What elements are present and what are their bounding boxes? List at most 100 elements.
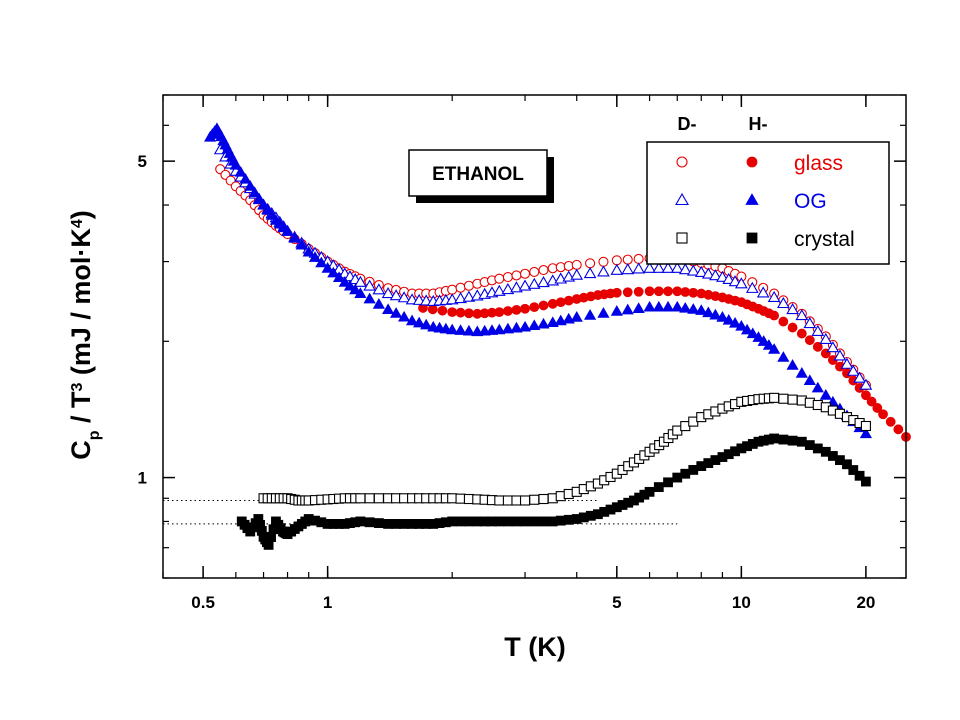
data-point [512, 517, 521, 526]
data-point [612, 256, 621, 265]
x-tick-label: 0.5 [191, 593, 215, 612]
data-point [571, 270, 582, 279]
data-point [645, 487, 654, 496]
data-point [572, 260, 581, 269]
data-point [654, 287, 663, 296]
data-point [438, 306, 447, 315]
data-point [879, 410, 888, 419]
data-point [428, 305, 437, 314]
data-point [797, 329, 806, 338]
data-point [521, 269, 530, 278]
data-point [633, 303, 644, 312]
legend-label-og: OG [794, 190, 827, 213]
data-point [456, 308, 465, 317]
data-point [585, 310, 596, 319]
data-point [548, 299, 557, 308]
data-point [788, 395, 797, 404]
data-point [539, 517, 548, 526]
legend-marker-h-glass [747, 157, 757, 167]
data-point [365, 494, 374, 503]
legend-marker-d-glass [677, 157, 687, 167]
data-point [633, 264, 644, 273]
data-point [623, 288, 632, 297]
y-tick-label: 5 [138, 152, 147, 171]
data-point [644, 302, 655, 311]
data-point [495, 274, 504, 283]
data-point [599, 257, 608, 266]
data-point [770, 393, 779, 402]
data-point [805, 336, 814, 345]
data-point [556, 298, 565, 307]
chart-canvas: 0.5 1 5 10 2015 ETHANOL D- H- glassOGcrystal… [0, 0, 960, 720]
data-point [365, 518, 374, 527]
x-axis-title: T (K) [504, 632, 565, 662]
series-d-crystal [259, 393, 870, 505]
legend-marker-d-crystal [677, 233, 687, 243]
x-tick-label: 10 [732, 593, 751, 612]
annotation-text: ETHANOL [432, 164, 524, 185]
data-point [356, 494, 365, 503]
data-point [861, 477, 870, 486]
data-point [779, 435, 788, 444]
legend: glass OG crystal [647, 142, 889, 264]
data-point [448, 517, 457, 526]
data-point [530, 267, 539, 276]
data-point [383, 304, 394, 313]
data-point [448, 494, 457, 503]
data-point [622, 264, 633, 273]
y-axis-title: Cp / T3 (mJ / mol·K4) [66, 210, 103, 460]
legend-header-h: H- [749, 114, 768, 134]
data-point [539, 495, 548, 504]
data-point [456, 283, 465, 292]
data-point [788, 436, 797, 445]
data-point [689, 288, 698, 297]
legend-label-crystal: crystal [794, 228, 855, 251]
data-point [622, 304, 633, 313]
data-point [612, 288, 621, 297]
data-point [779, 394, 788, 403]
series-h-crystal [237, 434, 870, 549]
data-point [521, 517, 530, 526]
data-point [530, 495, 539, 504]
data-point [585, 268, 596, 277]
data-point [571, 312, 582, 321]
y-tick-label: 1 [138, 469, 147, 488]
data-point [598, 308, 609, 317]
data-point [598, 267, 609, 276]
data-point [495, 517, 504, 526]
data-point [653, 302, 664, 311]
data-point [681, 287, 690, 296]
data-point [364, 293, 375, 302]
data-point [464, 495, 473, 504]
data-point [539, 301, 548, 310]
data-point [779, 317, 788, 326]
data-point [664, 478, 673, 487]
data-point [356, 517, 365, 526]
data-point [521, 304, 530, 313]
data-point [373, 299, 384, 308]
data-point [456, 517, 465, 526]
data-point [495, 496, 504, 505]
data-point [521, 496, 530, 505]
x-tick-label: 1 [323, 593, 332, 612]
legend-header-d: D- [678, 114, 697, 134]
data-point [456, 494, 465, 503]
data-point [512, 496, 521, 505]
data-point [664, 287, 673, 296]
data-point [886, 417, 895, 426]
x-tick-label: 5 [612, 593, 621, 612]
data-point [663, 302, 674, 311]
data-point [503, 306, 512, 315]
data-point [448, 285, 457, 294]
data-point [861, 421, 870, 430]
data-point [788, 323, 797, 332]
data-point [464, 517, 473, 526]
data-point [586, 259, 595, 268]
data-point [564, 296, 573, 305]
data-point [611, 306, 622, 315]
data-point [448, 308, 457, 317]
legend-marker-h-crystal [747, 233, 757, 243]
data-point [495, 308, 504, 317]
legend-label-glass: glass [794, 152, 843, 175]
data-point [770, 311, 779, 320]
